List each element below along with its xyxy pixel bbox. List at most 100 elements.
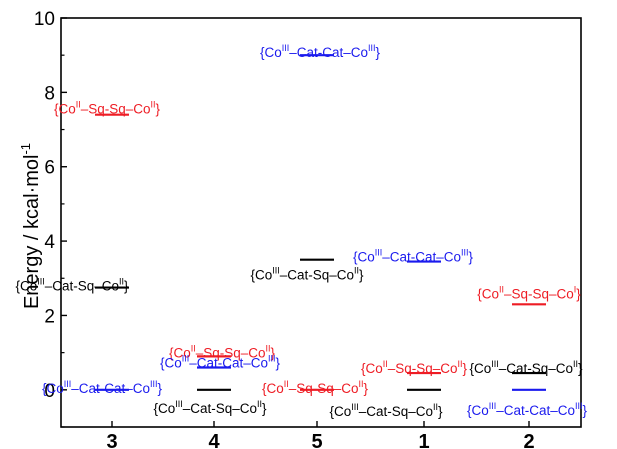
state-label-text: {Co	[42, 381, 64, 396]
oxidation-state-superscript: III	[150, 379, 158, 389]
state-label-text: {Co	[15, 279, 37, 294]
state-label-text: }	[469, 250, 474, 265]
state-label: {CoIII–Cat-Sq–CoII}	[329, 402, 443, 419]
state-label-text: –Cat-Cat–Co	[496, 403, 575, 418]
y-tick-label: 8	[44, 83, 55, 104]
x-category-label: 5	[311, 431, 322, 449]
y-tick-label: 2	[44, 306, 55, 327]
oxidation-state-superscript: III	[575, 401, 583, 411]
state-label-text: –Sq-Sq–Co	[196, 345, 266, 360]
state-label-text: }	[463, 361, 468, 376]
state-label-text: }	[359, 268, 364, 283]
state-label-text: –Sq-Sq–Co	[388, 361, 458, 376]
oxidation-state-superscript: II	[257, 399, 262, 409]
state-label: {CoIII–Cat-Cat–CoIII}	[42, 379, 163, 396]
oxidation-state-superscript: II	[354, 266, 359, 276]
state-label-text: {Co	[469, 361, 491, 376]
energy-levels	[95, 54, 546, 391]
state-label: {CoIII–Cat-Cat–CoIII}	[467, 401, 588, 418]
state-label-text: –Cat-Cat–Co	[382, 250, 461, 265]
oxidation-state-superscript: III	[368, 43, 376, 53]
state-label: {CoII–Sq-Sq–CoII}	[262, 379, 369, 396]
state-label-text: }	[158, 381, 163, 396]
oxidation-state-superscript: II	[76, 100, 81, 110]
state-label-text: {Co	[329, 404, 351, 419]
axes: 0 2 4 6 8 10 3 4 5 1 2	[34, 9, 582, 449]
y-axis-title-text: Energy / kcal·mol	[21, 155, 43, 310]
oxidation-state-superscript: II	[383, 359, 388, 369]
oxidation-state-superscript: III	[491, 359, 499, 369]
state-label-text: }	[583, 403, 588, 418]
oxidation-state-superscript: II	[458, 359, 463, 369]
state-label-text: –Sq-Sq–Co	[504, 286, 574, 301]
state-label-text: {Co	[353, 250, 375, 265]
state-label-text: }	[156, 102, 161, 117]
oxidation-state-superscript: III	[268, 354, 276, 364]
state-label-text: {Co	[160, 356, 182, 371]
oxidation-state-superscript: III	[64, 379, 72, 389]
oxidation-state-superscript: II	[266, 343, 271, 353]
state-label-text: }	[124, 279, 129, 294]
state-label-text: }	[576, 286, 581, 301]
state-label-text: }	[438, 404, 443, 419]
state-label-text: –Cat-Cat–Co	[71, 381, 150, 396]
state-label-text: –Sq-Sq–Co	[289, 381, 359, 396]
state-label-text: –Cat-Cat–Co	[289, 45, 368, 60]
state-label-text: {Co	[169, 345, 191, 360]
x-category-label: 4	[208, 431, 220, 449]
oxidation-state-superscript: I	[574, 284, 577, 294]
state-label: {CoIII–Cat-Cat–CoIII}	[353, 248, 474, 265]
oxidation-state-superscript: II	[284, 379, 289, 389]
oxidation-state-superscript: II	[151, 100, 156, 110]
oxidation-state-superscript: III	[175, 399, 183, 409]
oxidation-state-superscript: III	[282, 43, 290, 53]
state-label-text: }	[271, 345, 276, 360]
oxidation-state-superscript: II	[433, 402, 438, 412]
state-label: {CoII–Sq-Sq–CoII}	[169, 343, 276, 360]
state-label-text: {Co	[260, 45, 282, 60]
state-label-text: }	[262, 401, 267, 416]
state-label-text: }	[376, 45, 381, 60]
state-label-text: {Co	[250, 268, 272, 283]
state-label-text: {Co	[361, 361, 383, 376]
state-label-text: –Cat-Sq–Co	[280, 268, 354, 283]
state-label-text: {Co	[262, 381, 284, 396]
state-label-text: {Co	[153, 401, 175, 416]
oxidation-state-superscript: II	[499, 284, 504, 294]
x-category-label: 2	[523, 431, 534, 449]
oxidation-state-superscript: III	[351, 402, 359, 412]
state-label: {CoIII–Cat-Cat–CoIII}	[260, 43, 381, 60]
state-label-text: }	[364, 381, 369, 396]
oxidation-state-superscript: II	[573, 359, 578, 369]
oxidation-state-superscript: III	[182, 354, 190, 364]
state-label: {CoIII–Cat-Cat–CoIII}	[160, 354, 281, 371]
state-label-text: {Co	[54, 102, 76, 117]
state-label-text: –Cat-Sq–Co	[45, 279, 119, 294]
plot-frame	[60, 17, 582, 428]
x-category-label: 3	[106, 431, 117, 449]
x-category-label: 1	[418, 431, 429, 449]
state-label-text: {Co	[467, 403, 489, 418]
state-label: {CoIII–Cat-Sq–CoII}	[15, 277, 129, 294]
y-tick-label: 0	[44, 381, 55, 402]
state-label: {CoIII–Cat-Sq–CoII}	[250, 266, 364, 283]
state-label-text: {Co	[477, 286, 499, 301]
state-label-text: –Cat-Sq–Co	[359, 404, 433, 419]
state-label: {CoIII–Cat-Sq–CoII}	[469, 359, 583, 376]
state-label-text: –Cat-Cat–Co	[189, 356, 268, 371]
y-tick-label: 4	[44, 232, 55, 253]
oxidation-state-superscript: II	[119, 277, 124, 287]
oxidation-state-superscript: II	[359, 379, 364, 389]
oxidation-state-superscript: III	[461, 248, 469, 258]
state-label-text: –Cat-Sq–Co	[499, 361, 573, 376]
state-label: {CoII–Sq-Sq–CoII}	[54, 100, 161, 117]
state-labels: {CoII–Sq-Sq–CoII}{CoIII–Cat-Sq–CoII}{CoI…	[15, 43, 587, 419]
state-label-text: –Sq-Sq–Co	[81, 102, 151, 117]
oxidation-state-superscript: III	[272, 266, 280, 276]
y-axis-title-exponent: -1	[18, 143, 33, 155]
state-label: {CoII–Sq-Sq–CoI}	[477, 284, 581, 301]
oxidation-state-superscript: II	[191, 343, 196, 353]
state-label: {CoIII–Cat-Sq–CoII}	[153, 399, 267, 416]
state-label-text: }	[578, 361, 583, 376]
